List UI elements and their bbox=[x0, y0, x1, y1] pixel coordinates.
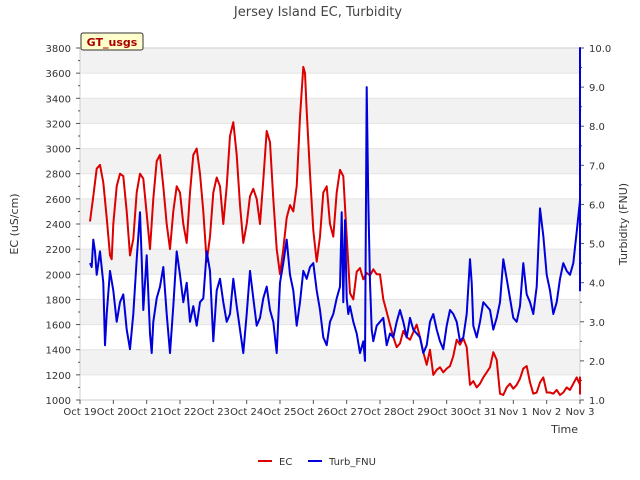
legend-label: Turb_FNU bbox=[328, 457, 376, 468]
plot-band bbox=[80, 123, 580, 149]
plot-band bbox=[80, 73, 580, 99]
y-right-tick-label: 8.0 bbox=[589, 122, 605, 133]
legend-label: EC bbox=[279, 457, 292, 468]
site-badge-label: GT_usgs bbox=[87, 36, 138, 49]
y-left-tick-label: 2400 bbox=[46, 220, 71, 231]
x-tick-label: Oct 31 bbox=[463, 407, 496, 418]
plot-band bbox=[80, 98, 580, 124]
x-axis-label: Time bbox=[550, 423, 578, 436]
y-axis-left: 1000 1200 1400 1600 1800 2000 2200 2400 2600 2800… bbox=[46, 44, 80, 407]
x-tick-label: Oct 28 bbox=[363, 407, 396, 418]
x-tick-label: Oct 26 bbox=[297, 407, 330, 418]
y-left-tick-label: 3600 bbox=[46, 69, 71, 80]
y-right-tick-label: 10.0 bbox=[589, 44, 611, 55]
x-tick-label: Oct 30 bbox=[430, 407, 463, 418]
x-tick-label: Oct 20 bbox=[97, 407, 130, 418]
y-left-tick-label: 1600 bbox=[46, 321, 71, 332]
y-right-tick-label: 2.0 bbox=[589, 357, 605, 368]
y-right-tick-label: 5.0 bbox=[589, 240, 605, 251]
x-tick-label: Oct 29 bbox=[397, 407, 430, 418]
y-axis-left-label: EC (uS/cm) bbox=[8, 193, 21, 254]
y-right-tick-label: 4.0 bbox=[589, 279, 605, 290]
y-left-tick-label: 3400 bbox=[46, 94, 71, 105]
site-badge: GT_usgs bbox=[80, 32, 144, 51]
x-tick-label: Nov 2 bbox=[532, 407, 561, 418]
x-tick-label: Nov 1 bbox=[499, 407, 528, 418]
y-right-tick-label: 3.0 bbox=[589, 318, 605, 329]
x-tick-label: Oct 21 bbox=[130, 407, 163, 418]
plot-band bbox=[80, 148, 580, 174]
plot-band bbox=[80, 48, 580, 74]
plot-band bbox=[80, 374, 580, 400]
y-axis-right-label: Turbidity (FNU) bbox=[617, 183, 630, 266]
plot-band bbox=[80, 274, 580, 300]
y-left-tick-label: 3000 bbox=[46, 145, 71, 156]
y-left-tick-label: 1200 bbox=[46, 371, 71, 382]
x-tick-label: Oct 23 bbox=[197, 407, 230, 418]
y-left-tick-label: 2800 bbox=[46, 170, 71, 181]
x-tick-label: Nov 3 bbox=[565, 407, 594, 418]
series-line-ec bbox=[89, 65, 581, 396]
series-layer bbox=[89, 47, 581, 396]
y-left-tick-label: 1000 bbox=[46, 396, 71, 407]
x-tick-label: Oct 27 bbox=[330, 407, 363, 418]
x-tick-label: Oct 25 bbox=[263, 407, 296, 418]
y-right-tick-label: 1.0 bbox=[589, 396, 605, 407]
y-right-tick-label: 7.0 bbox=[589, 161, 605, 172]
y-left-tick-label: 2600 bbox=[46, 195, 71, 206]
x-tick-label: Oct 22 bbox=[163, 407, 196, 418]
y-left-tick-label: 2200 bbox=[46, 245, 71, 256]
series-line-turb-fnu bbox=[89, 47, 581, 362]
x-tick-label: Oct 19 bbox=[63, 407, 96, 418]
y-left-tick-label: 1800 bbox=[46, 295, 71, 306]
y-right-tick-label: 6.0 bbox=[589, 200, 605, 211]
y-right-tick-label: 9.0 bbox=[589, 83, 605, 94]
x-axis: Oct 19 Oct 20 Oct 21 Oct 22 Oct 23 Oct 24 Oct … bbox=[63, 400, 595, 418]
y-left-tick-label: 3200 bbox=[46, 119, 71, 130]
y-axis-right: 1.0 2.0 3.0 4.0 5.0 6.0 7.0 8.0 9.0 10.0 bbox=[580, 44, 611, 407]
chart-title: Jersey Island EC, Turbidity bbox=[233, 5, 403, 20]
y-left-tick-label: 1400 bbox=[46, 346, 71, 357]
x-tick-label: Oct 24 bbox=[230, 407, 263, 418]
plot-band bbox=[80, 349, 580, 375]
plot-band bbox=[80, 224, 580, 250]
y-left-tick-label: 3800 bbox=[46, 44, 71, 55]
y-left-tick-label: 2000 bbox=[46, 270, 71, 281]
site-badge-box bbox=[80, 32, 144, 51]
legend: EC Turb_FNU bbox=[258, 457, 376, 468]
